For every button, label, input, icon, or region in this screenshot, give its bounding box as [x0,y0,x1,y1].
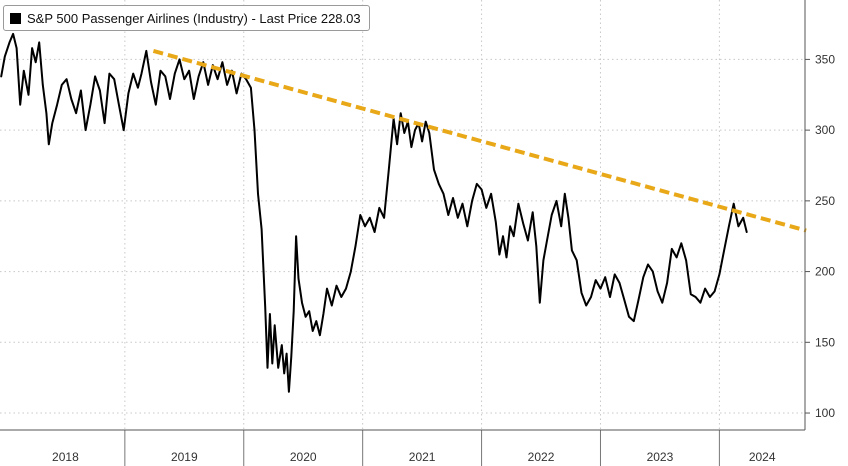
y-tick-label-300: 300 [815,123,835,137]
x-tick-labels: 2018 2019 2020 2021 2022 2023 2024 [52,450,776,464]
price-series-line-0 [0,32,748,393]
y-tick-label-200: 200 [815,265,835,279]
horizontal-gridlines [0,58,805,414]
series-layer [0,32,748,393]
resistance-trendline [152,48,807,233]
x-tick-label-2021: 2021 [409,450,436,464]
x-tick-label-2023: 2023 [647,450,674,464]
trendline-layer [152,48,807,233]
legend: S&P 500 Passenger Airlines (Industry) - … [3,5,370,31]
legend-text: S&P 500 Passenger Airlines (Industry) - … [27,10,361,26]
x-tick-label-2024: 2024 [749,450,776,464]
x-tick-label-2020: 2020 [290,450,317,464]
y-tick-label-100: 100 [815,406,835,420]
x-tick-label-2019: 2019 [171,450,198,464]
y-tick-label-150: 150 [815,335,835,349]
legend-swatch [10,12,21,24]
x-tick-label-2018: 2018 [52,450,79,464]
y-tick-label-350: 350 [815,52,835,66]
y-tick-label-250: 250 [815,194,835,208]
x-tick-label-2022: 2022 [528,450,555,464]
vertical-gridlines [124,0,720,430]
axes [0,0,810,466]
y-tick-labels: 100 150 200 250 300 350 [815,52,835,420]
